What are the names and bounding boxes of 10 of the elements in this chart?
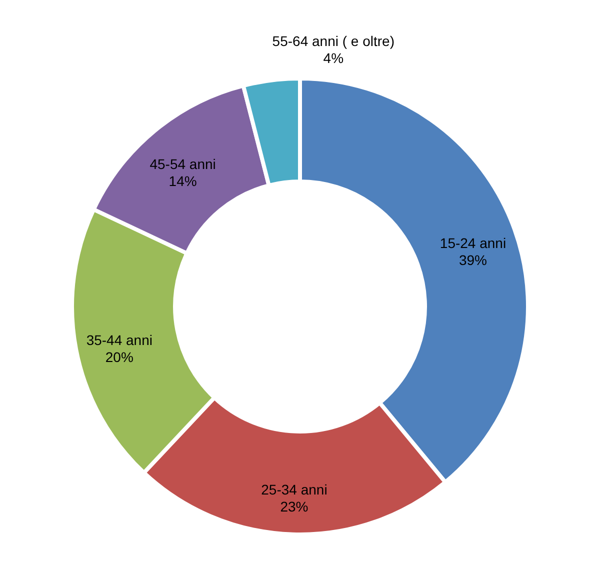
slice-label: 25-34 anni	[261, 481, 328, 498]
slice-label: 45-54 anni	[150, 156, 216, 172]
slice-label: 35-44 anni	[86, 332, 152, 348]
data-label: 4%	[323, 50, 344, 66]
data-label: 14%	[168, 172, 197, 189]
slice-label: 15-24 anni	[440, 235, 506, 252]
slice-label: 55-64 anni ( e oltre)	[272, 33, 394, 50]
data-label: 39%	[458, 252, 488, 268]
data-label: 23%	[280, 498, 308, 514]
data-label: 20%	[105, 348, 134, 365]
